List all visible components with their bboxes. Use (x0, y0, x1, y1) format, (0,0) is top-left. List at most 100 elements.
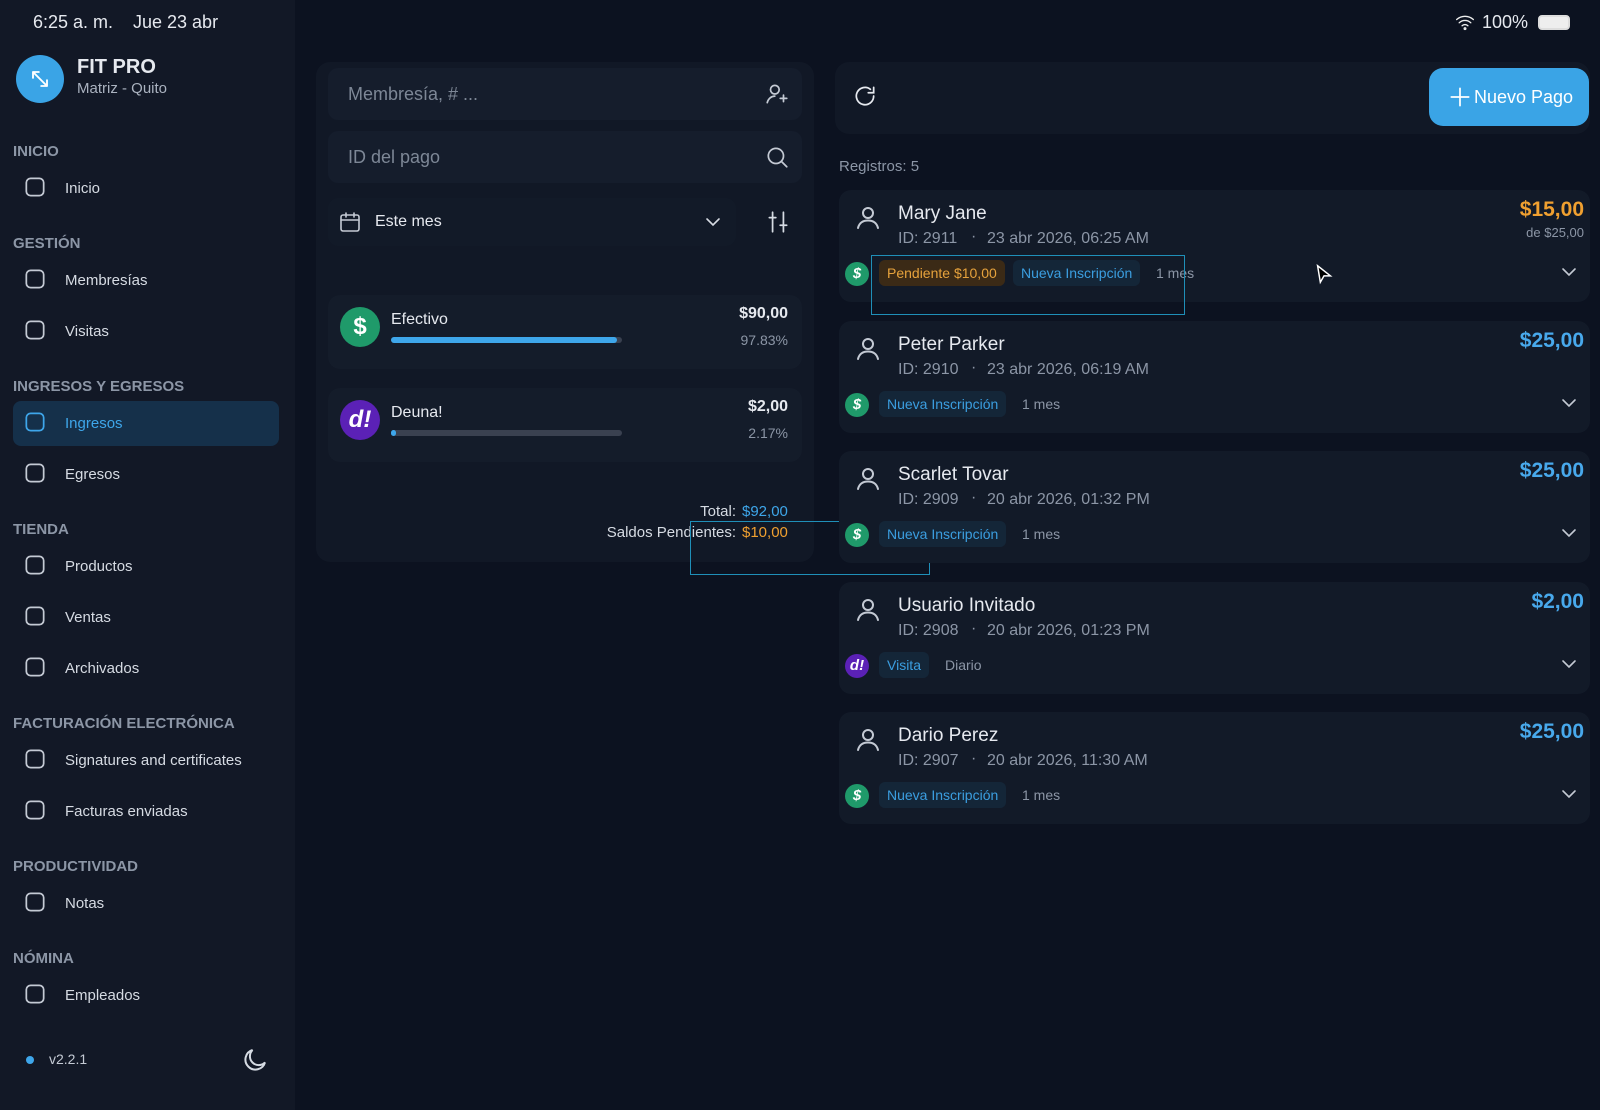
payment-name: Usuario Invitado (898, 594, 1036, 616)
nav-item[interactable]: Productos (65, 558, 133, 575)
nav-icon (22, 603, 48, 629)
payment-id: ID: 2907 (898, 752, 959, 769)
brand-name: FIT PRO (77, 56, 156, 78)
method-amount: $2,00 (747, 398, 788, 415)
payment-amount: $25,00 (1519, 459, 1584, 482)
nav-icon (22, 409, 48, 435)
search-icon (764, 81, 790, 107)
nav-icon (22, 174, 48, 200)
separator: · (971, 750, 977, 767)
nav-section: NÓMINA (13, 950, 74, 967)
search-placeholder: ID del pago (348, 147, 441, 167)
nav-section: TIENDA (13, 521, 69, 538)
nav-item[interactable]: Archivados (65, 660, 140, 677)
nav-item[interactable]: Empleados (65, 987, 141, 1004)
version-dot (26, 1056, 34, 1064)
payment-id: ID: 2910 (898, 360, 959, 378)
duration: Diario (945, 656, 982, 673)
avatar (853, 464, 883, 494)
nav-icon (22, 654, 48, 680)
avatar (853, 334, 883, 364)
expand[interactable] (1557, 782, 1581, 806)
nav-item[interactable]: Membresías (65, 272, 148, 289)
nav-active (13, 401, 279, 446)
nav-section: FACTURACIÓN ELECTRÓNICA (13, 715, 235, 732)
duration: 1 mes (1022, 526, 1061, 542)
nav-icon (22, 746, 48, 772)
method-card (328, 295, 802, 369)
method-badge: $ (845, 784, 869, 808)
nav-icon (22, 797, 48, 823)
nav-item[interactable]: Egresos (65, 466, 121, 483)
wifi (1454, 12, 1476, 32)
tag: Pendiente $10,00 (879, 260, 1005, 286)
duration: 1 mes (1022, 787, 1061, 803)
payment-amount: $15,00 (1519, 198, 1584, 221)
method-badge: $ (845, 523, 869, 547)
payment-id: ID: 2909 (898, 491, 959, 508)
expand[interactable] (1557, 652, 1581, 676)
records: Registros: 5 (839, 158, 920, 175)
search-icon (764, 144, 790, 170)
nav-item[interactable]: Notas (65, 895, 105, 912)
method-name: Efectivo (391, 311, 448, 328)
pending: $10,00 (742, 524, 788, 541)
payment-date: 23 abr 2026, 06:19 AM (987, 360, 1149, 378)
payment-of: de $25,00 (1526, 225, 1584, 240)
search-input[interactable] (328, 68, 802, 120)
tag: Nueva Inscripción (1013, 260, 1141, 286)
method-badge: d! (845, 653, 869, 678)
tag: Nueva Inscripción (879, 782, 1007, 808)
separator: · (971, 489, 977, 506)
method-share: 97.83% (740, 332, 788, 348)
avatar (853, 595, 883, 625)
total-label: Total: (700, 503, 736, 520)
nav-item[interactable]: Inicio (65, 180, 101, 197)
chevron (701, 210, 725, 234)
payment-id: ID: 2908 (898, 621, 959, 639)
method-icon: d! (340, 400, 380, 440)
expand[interactable] (1557, 521, 1581, 545)
logo-mark (26, 65, 54, 93)
payment-card (839, 581, 1590, 694)
expand[interactable] (1557, 391, 1581, 415)
sidebar (0, 0, 295, 1110)
duration: 1 mes (1022, 395, 1061, 412)
payment-date: 20 abr 2026, 11:30 AM (987, 752, 1148, 769)
nav-item[interactable]: Signatures and certificates (65, 752, 242, 769)
share-track (391, 430, 622, 436)
nav-section: INGRESOS Y EGRESOS (13, 378, 185, 395)
refresh (852, 83, 878, 109)
nav-icon (22, 889, 48, 915)
separator: · (971, 228, 977, 245)
status-time: 6:25 a. m. (33, 12, 114, 32)
total: $92,00 (742, 503, 788, 520)
brand-branch: Matriz - Quito (77, 80, 168, 97)
payment-amount: $25,00 (1519, 328, 1584, 352)
payment-name: Dario Perez (898, 725, 999, 746)
nav-item[interactable]: Facturas enviadas (65, 803, 188, 820)
plus (1447, 84, 1473, 110)
separator: · (971, 358, 977, 376)
method-share: 2.17% (748, 425, 788, 441)
period: Este mes (375, 213, 442, 230)
period-select[interactable] (328, 198, 736, 246)
nav-icon (22, 981, 48, 1007)
tag: Nueva Inscripción (879, 390, 1007, 417)
tag: Visita (879, 651, 929, 678)
nav-item[interactable]: Visitas (65, 323, 109, 340)
method-icon: $ (340, 307, 380, 347)
payment-name: Scarlet Tovar (898, 464, 1009, 485)
search-placeholder: Membresía, # ... (348, 84, 479, 104)
nav-icon (22, 552, 48, 578)
payment-amount: $2,00 (1531, 589, 1584, 613)
nav-item[interactable]: Ingresos (65, 415, 123, 432)
version: v2.2.1 (49, 1051, 88, 1067)
calendar-icon (338, 210, 362, 234)
share-bar (391, 430, 396, 436)
payment-id: ID: 2911 (898, 230, 958, 247)
search-input[interactable] (328, 131, 802, 183)
expand[interactable] (1557, 260, 1581, 284)
nav-item[interactable]: Ventas (65, 609, 111, 626)
separator: · (971, 619, 977, 637)
